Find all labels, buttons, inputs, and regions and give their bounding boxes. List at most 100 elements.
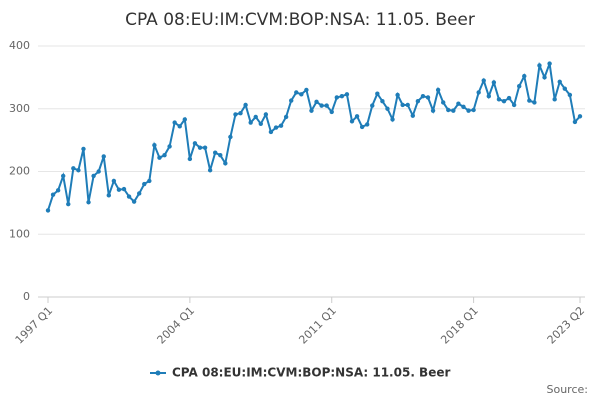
point (71, 166, 76, 171)
point (283, 114, 289, 120)
y-tick-label: 400 (9, 39, 30, 52)
point (238, 110, 243, 116)
x-tick-label: 1997 Q1 (13, 304, 56, 347)
point (294, 90, 299, 95)
point (415, 99, 421, 104)
point (147, 178, 152, 184)
line (47, 61, 581, 211)
point (172, 120, 177, 125)
y-tick-label: 0 (23, 290, 30, 303)
point (268, 129, 274, 135)
point (359, 124, 365, 130)
point (441, 100, 446, 105)
point (451, 108, 456, 113)
point (471, 107, 476, 113)
point (547, 61, 552, 66)
point (405, 102, 410, 108)
point (106, 193, 112, 198)
point (111, 178, 117, 184)
point (430, 108, 436, 113)
point (304, 87, 309, 93)
point (263, 112, 269, 117)
point (76, 168, 81, 173)
y-tick-label: 200 (9, 165, 30, 178)
point (481, 78, 486, 83)
point (131, 199, 137, 204)
point (354, 114, 360, 119)
point (314, 99, 319, 105)
point (228, 134, 233, 140)
point (126, 194, 132, 199)
point (511, 102, 517, 108)
point (552, 97, 557, 102)
point (81, 146, 86, 152)
point (223, 161, 228, 166)
point (572, 119, 578, 125)
point (344, 92, 350, 97)
point (466, 108, 471, 113)
x-tick-label: 2004 Q1 (155, 304, 198, 347)
point (289, 98, 294, 103)
point (562, 86, 567, 91)
point (101, 154, 106, 159)
point (45, 208, 51, 213)
point (207, 168, 213, 173)
point (66, 201, 71, 207)
point (522, 73, 527, 79)
point (329, 109, 334, 115)
point (213, 150, 218, 155)
point (167, 144, 172, 149)
point (425, 95, 431, 100)
point (324, 103, 329, 108)
point (258, 121, 263, 127)
point (319, 103, 324, 108)
point (532, 100, 537, 105)
point (61, 173, 66, 179)
point (157, 155, 162, 160)
point (253, 114, 258, 120)
x-tick-label: 2023 Q2 (545, 304, 588, 347)
point (273, 125, 279, 130)
point (162, 152, 167, 158)
point (192, 141, 198, 146)
point (517, 83, 522, 89)
point (96, 169, 101, 174)
point (278, 123, 284, 128)
point (385, 106, 390, 111)
point (86, 200, 91, 205)
point (456, 101, 461, 106)
point (400, 102, 405, 108)
point (380, 99, 385, 104)
point (476, 90, 481, 95)
point (375, 91, 380, 96)
point (461, 104, 466, 110)
point (491, 80, 497, 85)
point (116, 187, 122, 192)
point (567, 92, 573, 98)
point (177, 124, 182, 129)
x-tick-label: 2011 Q1 (296, 304, 339, 347)
point (91, 173, 96, 179)
point (395, 92, 400, 98)
point (50, 192, 56, 197)
point (233, 112, 238, 117)
point (309, 108, 314, 113)
point (542, 75, 547, 80)
point (527, 98, 532, 103)
y-tick-label: 300 (9, 102, 30, 115)
y-tick-label: 100 (9, 227, 30, 240)
point (365, 122, 370, 127)
point (299, 92, 304, 97)
point (187, 156, 193, 162)
point (557, 79, 562, 84)
point (435, 87, 441, 93)
legend-label: CPA 08:EU:IM:CVM:BOP:NSA: 11.05. Beer (172, 366, 450, 380)
point (370, 103, 375, 108)
point (334, 95, 339, 100)
point (218, 152, 223, 158)
point (506, 95, 512, 101)
point (55, 188, 61, 193)
point (152, 142, 157, 148)
source: Source: (547, 383, 589, 396)
